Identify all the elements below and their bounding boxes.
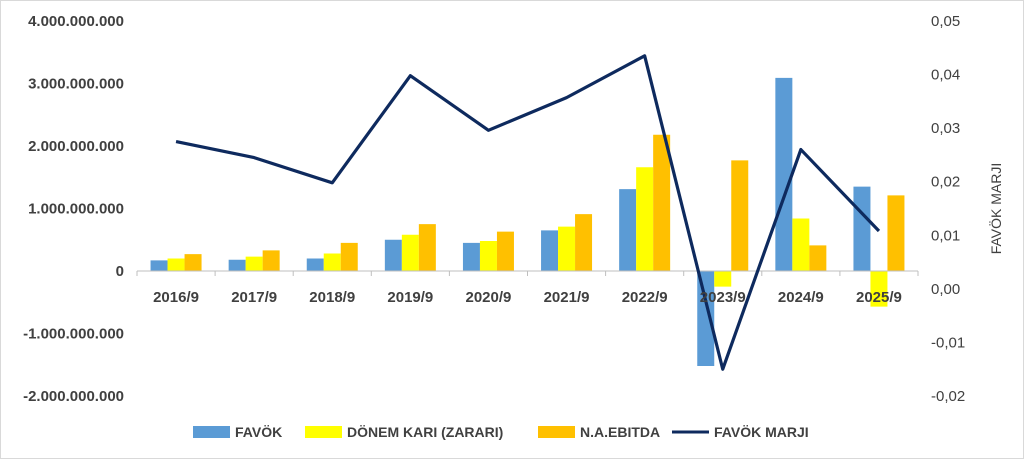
- right-tick-label: 0,02: [931, 174, 960, 191]
- legend-swatch: [305, 426, 342, 438]
- bar-fav-k-2017-9: [228, 259, 246, 271]
- legend-label: FAVÖK: [235, 424, 282, 440]
- bar-d-nem-kari-zarari--2024-9: [792, 218, 810, 271]
- left-tick-label: 2.000.000.000: [28, 138, 124, 155]
- category-label: 2019/9: [387, 289, 433, 306]
- bar-fav-k-2019-9: [384, 239, 402, 271]
- legend-label: DÖNEM KARI (ZARARI): [347, 424, 503, 440]
- bar-fav-k-2022-9: [619, 189, 637, 272]
- right-axis-ticks: 0,05 0,04 0,03 0,02 0,01 0,00 -0,01 -0,02: [931, 13, 965, 405]
- category-labels: 2016/9 2017/9 2018/9 2019/9 2020/9 2021/9 2022…: [153, 289, 902, 306]
- bar-d-nem-kari-zarari--2025-9: [870, 271, 888, 307]
- bar-group: [150, 77, 905, 366]
- category-label: 2020/9: [466, 289, 512, 306]
- legend: FAVÖK DÖNEM KARI (ZARARI) N.A.EBITDA FAVÖK …: [193, 424, 809, 440]
- right-tick-label: 0,04: [931, 67, 960, 84]
- bar-d-nem-kari-zarari--2017-9: [245, 256, 263, 272]
- bar-fav-k-2024-9: [775, 77, 793, 272]
- bar-n-a-ebitda-2020-9: [496, 231, 514, 272]
- right-tick-label: -0,02: [931, 388, 965, 405]
- bar-fav-k-2020-9: [462, 242, 480, 272]
- right-tick-label: 0,03: [931, 120, 960, 137]
- category-label: 2021/9: [544, 289, 590, 306]
- legend-label: FAVÖK MARJI: [714, 424, 809, 440]
- bar-d-nem-kari-zarari--2016-9: [167, 258, 185, 271]
- category-label: 2017/9: [231, 289, 277, 306]
- bar-n-a-ebitda-2023-9: [731, 160, 749, 272]
- right-axis-title: FAVÖK MARJI: [987, 163, 1004, 255]
- bar-d-nem-kari-zarari--2020-9: [479, 241, 497, 271]
- bar-n-a-ebitda-2022-9: [653, 134, 671, 271]
- bar-fav-k-2025-9: [853, 186, 871, 272]
- bar-d-nem-kari-zarari--2022-9: [636, 167, 654, 271]
- bar-d-nem-kari-zarari--2019-9: [401, 234, 419, 271]
- bar-n-a-ebitda-2025-9: [887, 195, 905, 272]
- bar-fav-k-2018-9: [306, 258, 324, 271]
- bar-d-nem-kari-zarari--2023-9: [714, 271, 732, 287]
- right-tick-label: 0,00: [931, 281, 960, 298]
- bar-fav-k-2023-9: [697, 271, 715, 366]
- left-tick-label: -2.000.000.000: [23, 388, 124, 405]
- legend-label: N.A.EBITDA: [580, 424, 660, 440]
- left-tick-label: 0: [116, 263, 124, 280]
- category-label: 2018/9: [309, 289, 355, 306]
- left-tick-label: 4.000.000.000: [28, 13, 124, 30]
- right-tick-label: 0,01: [931, 227, 960, 244]
- line-fav-k-marji: [175, 54, 881, 371]
- category-label: 2022/9: [622, 289, 668, 306]
- category-label: 2024/9: [778, 289, 824, 306]
- bar-n-a-ebitda-2021-9: [575, 214, 593, 272]
- bar-fav-k-2021-9: [541, 230, 559, 272]
- category-label: 2023/9: [700, 289, 746, 306]
- bar-d-nem-kari-zarari--2021-9: [558, 226, 576, 272]
- line-group: [175, 54, 881, 371]
- category-label: 2025/9: [856, 289, 902, 306]
- legend-swatch: [193, 426, 230, 438]
- left-tick-label: 3.000.000.000: [28, 76, 124, 93]
- category-label: 2016/9: [153, 289, 199, 306]
- left-axis-ticks: 4.000.000.000 3.000.000.000 2.000.000.000 1…: [23, 13, 124, 405]
- right-tick-label: 0,05: [931, 13, 960, 30]
- bar-fav-k-2016-9: [150, 260, 168, 272]
- left-tick-label: -1.000.000.000: [23, 326, 124, 343]
- left-tick-label: 1.000.000.000: [28, 201, 124, 218]
- bar-n-a-ebitda-2018-9: [340, 242, 358, 272]
- legend-swatch: [538, 426, 575, 438]
- zero-axis-group: [136, 270, 919, 276]
- bar-d-nem-kari-zarari--2018-9: [323, 253, 341, 271]
- bar-n-a-ebitda-2016-9: [184, 254, 202, 272]
- right-tick-label: -0,01: [931, 334, 965, 351]
- bar-n-a-ebitda-2017-9: [262, 250, 280, 272]
- bar-n-a-ebitda-2019-9: [418, 224, 436, 272]
- bar-n-a-ebitda-2024-9: [809, 245, 827, 271]
